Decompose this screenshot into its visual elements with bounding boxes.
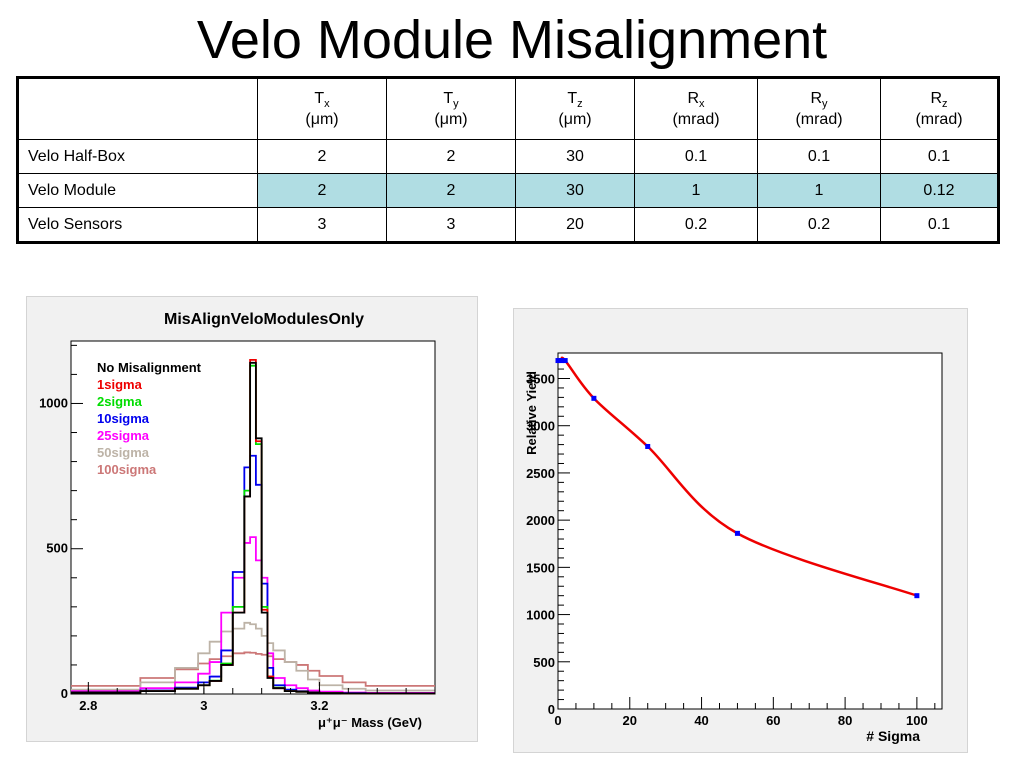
y-tick-label: 1000 [526, 608, 555, 623]
y-tick-label: 0 [548, 702, 555, 717]
table-cell: 30 [515, 173, 635, 208]
row-label: Velo Module [17, 173, 258, 208]
data-point [591, 395, 597, 401]
x-tick-label: 80 [838, 713, 852, 728]
mass-histogram-panel: MisAlignVeloModulesOnly 0 500 1000 2.8 3 3.2 … [26, 296, 478, 742]
histogram-series-4 [71, 536, 435, 694]
legend-entry: No Misalignment [97, 360, 202, 375]
table-cell: 0.1 [757, 139, 881, 174]
y-axis-label: Relative Yield [524, 371, 539, 455]
table-cell: 0.12 [880, 173, 999, 208]
legend-entry: 100sigma [97, 462, 157, 477]
table-header-row: Tx (μm) Ty (μm) Tz (μm) Rx (mrad) Ry (mrad) R… [17, 77, 999, 140]
table-cell: 0.1 [634, 139, 758, 174]
x-tick-label: 100 [906, 713, 928, 728]
table-cell: 20 [515, 207, 635, 243]
legend-entry: 50sigma [97, 445, 150, 460]
data-point [562, 358, 568, 364]
axes-group: 0 500 1000 1500 2000 2500 3000 3500 0 20 40 60 80 100 [526, 359, 936, 728]
x-tick-label: 3.2 [310, 698, 328, 713]
x-tick-label: 0 [554, 713, 561, 728]
x-tick-label: 20 [623, 713, 637, 728]
column-header: Tz (μm) [515, 77, 635, 140]
column-header: Tx (μm) [257, 77, 387, 140]
x-axis-label: μ⁺μ⁻ Mass (GeV) [318, 715, 422, 730]
slide-title: Velo Module Misalignment [196, 10, 828, 70]
table-cell: 2 [386, 173, 516, 208]
row-label: Velo Sensors [17, 207, 258, 243]
column-header: Rz (mrad) [880, 77, 999, 140]
y-tick-label: 500 [533, 655, 555, 670]
x-axis-label: # Sigma [866, 728, 920, 744]
table-cell: 1 [634, 173, 758, 208]
table-row: Velo Half-Box 2 2 30 0.1 0.1 0.1 [17, 139, 999, 174]
histogram-series-group [71, 358, 435, 695]
table-cell: 3 [386, 207, 516, 243]
column-header: Ry (mrad) [757, 77, 881, 140]
table-cell: 0.2 [757, 207, 881, 243]
y-tick-label: 0 [61, 686, 68, 701]
data-point [734, 530, 740, 536]
plot-frame [557, 352, 943, 710]
legend-entry: 25sigma [97, 428, 150, 443]
table-corner-cell [17, 77, 258, 140]
table-row: Velo Sensors 3 3 20 0.2 0.2 0.1 [17, 207, 999, 243]
y-tick-label: 3500 [526, 371, 555, 386]
table-cell: 0.1 [880, 139, 999, 174]
y-tick-label: 1500 [526, 560, 555, 575]
axes-group: 0 500 1000 2.8 3 3.2 [39, 344, 436, 713]
legend-entry: 10sigma [97, 411, 150, 426]
y-tick-label: 500 [46, 541, 68, 556]
column-header: Ty (μm) [386, 77, 516, 140]
data-point [559, 358, 565, 364]
y-tick-label: 1000 [39, 395, 68, 410]
y-tick-label: 2500 [526, 466, 555, 481]
yield-chart: 0 500 1000 1500 2000 2500 3000 3500 0 20 40 60 80 100… [524, 352, 943, 744]
data-point [914, 593, 920, 599]
legend: No Misalignment 1sigma 2sigma 10sigma 25sigm… [97, 360, 202, 477]
x-tick-label: 3 [200, 698, 207, 713]
table-cell: 2 [386, 139, 516, 174]
x-tick-label: 2.8 [79, 698, 97, 713]
y-tick-label: 3000 [526, 419, 555, 434]
table-cell: 2 [257, 139, 387, 174]
x-tick-label: 40 [694, 713, 708, 728]
data-points-group [555, 358, 920, 599]
table-cell: 3 [257, 207, 387, 243]
column-header: Rx (mrad) [634, 77, 758, 140]
table-cell: 1 [757, 173, 881, 208]
table-cell: 30 [515, 139, 635, 174]
table-cell: 0.2 [634, 207, 758, 243]
table-row-highlighted: Velo Module 2 2 30 1 1 0.12 [17, 173, 999, 208]
legend-entry: 1sigma [97, 377, 143, 392]
plot-frame [70, 340, 436, 695]
row-label: Velo Half-Box [17, 139, 258, 174]
yield-plot-panel: 0 500 1000 1500 2000 2500 3000 3500 0 20 40 60 80 100… [513, 308, 968, 753]
x-tick-label: 60 [766, 713, 780, 728]
table-cell: 2 [257, 173, 387, 208]
misalignment-table: Tx (μm) Ty (μm) Tz (μm) Rx (mrad) Ry (mrad) R… [16, 76, 1000, 244]
data-point [555, 358, 561, 364]
data-point [645, 443, 651, 449]
histogram-series-0 [71, 361, 435, 695]
y-tick-label: 2000 [526, 513, 555, 528]
chart-title: MisAlignVeloModulesOnly [164, 311, 364, 328]
table-cell: 0.1 [880, 207, 999, 243]
histogram-series-6 [71, 651, 435, 687]
histogram-series-5 [71, 621, 435, 692]
legend-entry: 2sigma [97, 394, 143, 409]
